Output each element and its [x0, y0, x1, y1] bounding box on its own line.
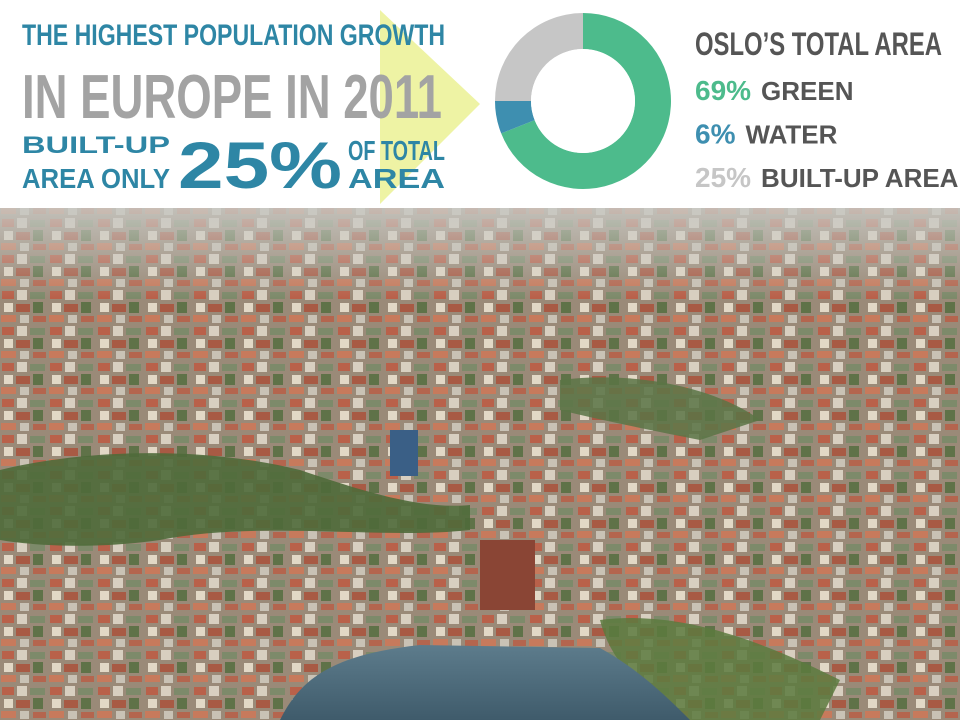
legend: 69% GREEN 6% WATER 25% BUILT-UP AREA: [695, 75, 959, 193]
donut-slice: [495, 13, 583, 101]
donut: [495, 13, 671, 189]
subhead: OF TOTAL: [348, 135, 445, 166]
city-hall: [480, 540, 535, 610]
arrow-shape: [380, 10, 480, 204]
subhead: AREA ONLY: [22, 163, 170, 194]
legend-value: 6%: [695, 119, 736, 150]
subhead: AREA: [348, 163, 445, 194]
big-figure: 25%: [178, 128, 342, 202]
harbour: [280, 645, 690, 720]
headline-line: IN EUROPE IN 2011: [22, 63, 442, 132]
chart-title: OSLO’S TOTAL AREA: [695, 26, 942, 62]
tower: [390, 430, 418, 476]
donut-slice: [501, 13, 671, 189]
legend-label: WATER: [745, 120, 837, 150]
legend-label: BUILT-UP AREA: [761, 163, 959, 193]
haze: [0, 208, 960, 298]
park: [560, 377, 760, 440]
legend-label: GREEN: [761, 76, 853, 106]
park: [0, 453, 470, 546]
subhead: BUILT-UP: [22, 132, 170, 159]
donut-hole: [531, 49, 635, 153]
aerial-photo: [0, 208, 960, 720]
legend-value: 25%: [695, 162, 751, 193]
donut-slice: [495, 101, 535, 134]
headline-line: THE HIGHEST POPULATION GROWTH: [22, 19, 445, 52]
legend-value: 69%: [695, 75, 751, 106]
